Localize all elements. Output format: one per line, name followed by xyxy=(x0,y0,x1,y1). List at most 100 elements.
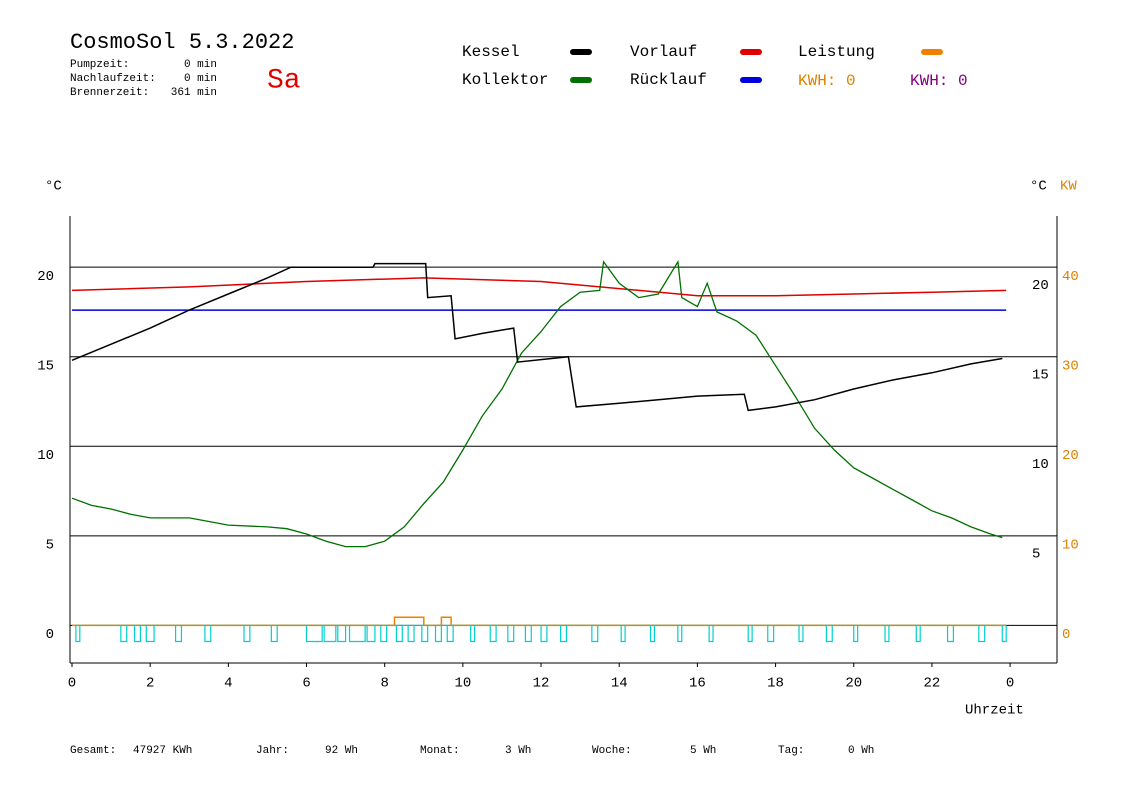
x-tick-label: 0 xyxy=(68,676,76,692)
series-line xyxy=(72,616,1007,627)
legend-label: Kollektor xyxy=(462,71,548,89)
pump-pulse xyxy=(978,625,986,643)
footer-value: 5 Wh xyxy=(690,745,716,757)
footer-value: 47927 KWh xyxy=(133,745,192,757)
y-tick-label: 20 xyxy=(37,269,54,285)
pump-pulse xyxy=(323,625,337,643)
pump-pulse xyxy=(747,625,753,643)
pump-pulse xyxy=(649,625,656,643)
y2-tick-label: 20 xyxy=(1062,448,1079,464)
pump-pulse xyxy=(380,625,388,643)
pump-pulse xyxy=(708,625,714,643)
x-tick-label: 18 xyxy=(767,676,784,692)
pump-pulse xyxy=(884,625,890,643)
footer-label: Jahr: xyxy=(256,745,289,757)
pump-pulse xyxy=(825,625,833,643)
pump-pulse xyxy=(395,625,403,643)
pump-pulse xyxy=(348,625,366,643)
x-tick-label: 12 xyxy=(533,676,550,692)
footer-value: 3 Wh xyxy=(505,745,531,757)
x-tick-label: 0 xyxy=(1006,676,1014,692)
y-axis-label: °C xyxy=(45,179,62,195)
pump-pulse xyxy=(470,625,476,643)
y2-axis-label: KW xyxy=(1060,179,1077,195)
x-tick-label: 8 xyxy=(380,676,388,692)
pump-pulse xyxy=(798,625,804,643)
pump-pulse xyxy=(489,625,497,643)
pump-pulse xyxy=(507,625,515,643)
pump-pulse xyxy=(853,625,859,643)
pump-pulse xyxy=(407,625,415,643)
pump-pulse xyxy=(75,625,81,643)
y2-axis-label-c: °C xyxy=(1030,179,1047,195)
y-tick-label: 5 xyxy=(46,538,54,554)
pump-pulse xyxy=(204,625,212,643)
pump-pulse xyxy=(366,625,376,643)
pump-pulse xyxy=(915,625,921,643)
y2-tick-label: 30 xyxy=(1062,358,1079,374)
footer-value: 92 Wh xyxy=(325,745,358,757)
pump-pulse xyxy=(337,625,347,643)
y-tick-label: 15 xyxy=(37,358,54,374)
x-axis-label: Uhrzeit xyxy=(965,703,1024,719)
title: CosmoSol 5.3.2022 xyxy=(70,30,294,55)
footer-label: Monat: xyxy=(420,745,460,757)
y-tick-label: 0 xyxy=(46,627,54,643)
pump-pulse xyxy=(677,625,683,643)
series-line xyxy=(71,259,1003,548)
pump-pulse xyxy=(305,625,323,643)
pump-pulse xyxy=(270,625,278,643)
x-tick-label: 22 xyxy=(924,676,941,692)
pump-pulse xyxy=(620,625,626,643)
y-right-tick-label: 15 xyxy=(1032,367,1049,383)
pump-pulse xyxy=(524,625,532,643)
footer-label: Gesamt: xyxy=(70,745,116,757)
y-tick-label: 10 xyxy=(37,448,54,464)
y-right-tick-label: 10 xyxy=(1032,457,1049,473)
x-tick-label: 6 xyxy=(302,676,310,692)
legend-label: Vorlauf xyxy=(630,43,697,61)
stat-value: 361 min xyxy=(171,87,217,99)
legend-label: Leistung xyxy=(798,43,875,61)
pump-pulse xyxy=(559,625,568,643)
pump-pulse xyxy=(145,625,155,643)
pump-pulse xyxy=(1001,625,1007,643)
pump-pulse xyxy=(421,625,429,643)
x-tick-label: 16 xyxy=(689,676,706,692)
stat-value: 0 min xyxy=(184,59,217,71)
x-tick-label: 14 xyxy=(611,676,628,692)
footer-value: 0 Wh xyxy=(848,745,874,757)
y2-tick-label: 40 xyxy=(1062,269,1079,285)
legend-label: Rücklauf xyxy=(630,71,707,89)
stat-label: Pumpzeit: xyxy=(70,59,129,71)
pump-pulse xyxy=(446,625,454,643)
y2-tick-label: 0 xyxy=(1062,627,1070,643)
stat-label: Nachlaufzeit: xyxy=(70,73,156,85)
pump-pulse xyxy=(133,625,142,643)
pump-pulse xyxy=(434,625,442,643)
pump-pulse xyxy=(946,625,955,643)
y-right-tick-label: 5 xyxy=(1032,547,1040,563)
pump-pulse xyxy=(174,625,183,643)
footer-label: Tag: xyxy=(778,745,804,757)
x-tick-label: 4 xyxy=(224,676,232,692)
series-line xyxy=(71,262,1003,412)
footer: Gesamt: 47927 KWh Jahr: 92 Wh Monat: 3 W… xyxy=(70,745,874,757)
y-right-tick-label: 20 xyxy=(1032,278,1049,294)
kwh: KWH: 0 xyxy=(798,72,856,90)
series-line xyxy=(71,277,1007,297)
x-tick-label: 20 xyxy=(845,676,862,692)
weekday: Sa xyxy=(267,65,301,96)
y2-tick-label: 10 xyxy=(1062,538,1079,554)
stat-label: Brennerzeit: xyxy=(70,87,149,99)
x-tick-label: 10 xyxy=(454,676,471,692)
pump-pulse xyxy=(767,625,775,643)
pump-pulse xyxy=(540,625,548,643)
legend-label: Kessel xyxy=(462,43,520,61)
pump-pulse xyxy=(591,625,599,643)
pump-pulse xyxy=(243,625,251,643)
pump-pulse xyxy=(120,625,128,643)
footer-label: Woche: xyxy=(592,745,632,757)
kwh: KWH: 0 xyxy=(910,72,968,90)
